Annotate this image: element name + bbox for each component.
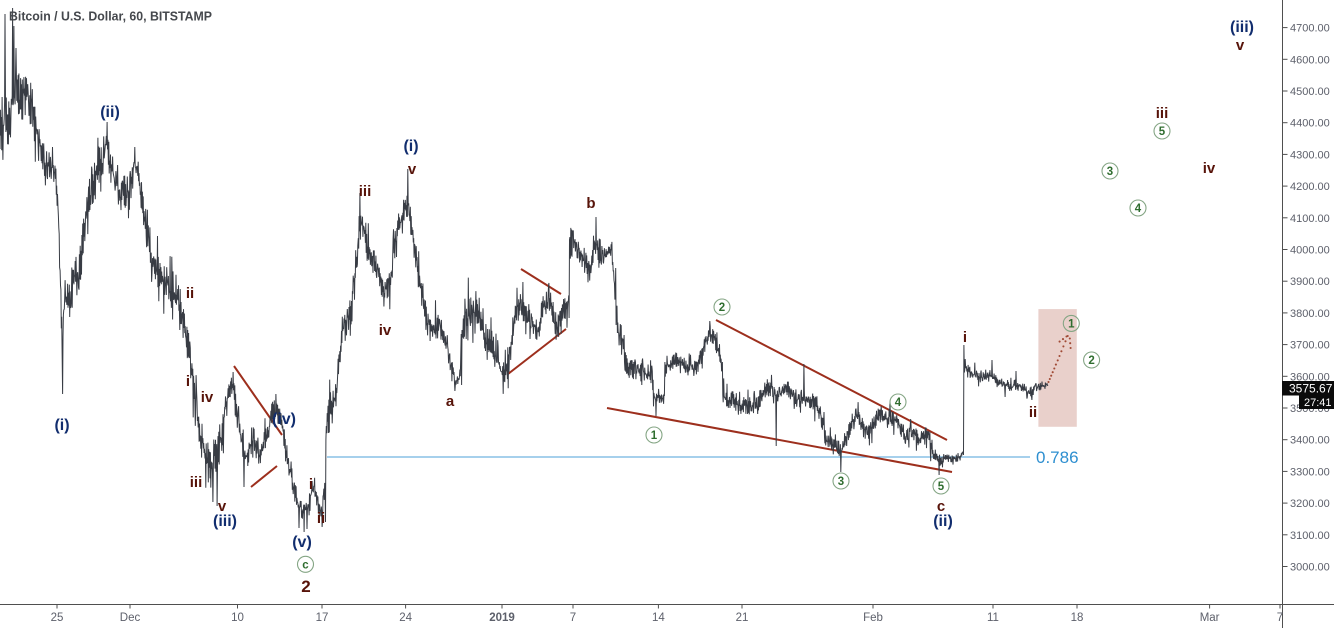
svg-text:ii: ii [317, 510, 325, 527]
svg-text:27:41: 27:41 [1304, 397, 1332, 409]
svg-text:v: v [408, 161, 417, 178]
svg-text:ii: ii [1029, 404, 1037, 421]
svg-text:14: 14 [652, 612, 665, 624]
svg-text:(iv): (iv) [272, 411, 296, 428]
svg-text:Bitcoin / U.S. Dollar, 60, BIT: Bitcoin / U.S. Dollar, 60, BITSTAMP [9, 9, 212, 24]
svg-text:4000.00: 4000.00 [1290, 245, 1330, 257]
svg-text:5: 5 [938, 481, 945, 493]
svg-text:2: 2 [301, 577, 310, 596]
svg-text:iv: iv [379, 322, 392, 339]
svg-text:3100.00: 3100.00 [1290, 530, 1330, 542]
svg-text:v: v [1236, 37, 1245, 54]
svg-text:i: i [963, 329, 967, 346]
svg-text:3575.67: 3575.67 [1289, 382, 1333, 396]
svg-text:3800.00: 3800.00 [1290, 308, 1330, 320]
svg-text:iii: iii [1156, 105, 1169, 122]
svg-text:3400.00: 3400.00 [1290, 435, 1330, 447]
svg-text:5: 5 [1159, 126, 1166, 138]
svg-text:Feb: Feb [863, 612, 883, 624]
svg-text:3: 3 [838, 476, 844, 488]
svg-text:21: 21 [736, 612, 749, 624]
svg-text:17: 17 [316, 612, 329, 624]
svg-text:v: v [218, 498, 227, 515]
svg-text:Mar: Mar [1200, 612, 1220, 624]
svg-text:1: 1 [1068, 318, 1075, 330]
svg-text:3200.00: 3200.00 [1290, 498, 1330, 510]
svg-text:(iii): (iii) [213, 513, 237, 530]
svg-text:a: a [446, 393, 455, 410]
svg-text:iii: iii [359, 183, 372, 200]
svg-text:25: 25 [51, 612, 64, 624]
svg-text:7: 7 [1277, 612, 1283, 624]
svg-text:(iii): (iii) [1230, 19, 1254, 36]
svg-text:iv: iv [1203, 160, 1216, 177]
svg-text:i: i [186, 373, 190, 390]
svg-text:3: 3 [1107, 166, 1113, 178]
svg-text:(v): (v) [292, 534, 312, 551]
svg-text:(ii): (ii) [100, 104, 120, 121]
svg-text:(i): (i) [403, 138, 418, 155]
svg-text:3600.00: 3600.00 [1290, 371, 1330, 383]
svg-text:b: b [586, 195, 595, 212]
svg-text:3300.00: 3300.00 [1290, 466, 1330, 478]
svg-text:3000.00: 3000.00 [1290, 562, 1330, 574]
svg-text:3700.00: 3700.00 [1290, 340, 1330, 352]
svg-text:c: c [937, 498, 945, 515]
svg-text:1: 1 [651, 430, 658, 442]
svg-text:iii: iii [190, 474, 203, 491]
svg-text:ii: ii [186, 285, 194, 302]
svg-text:24: 24 [399, 612, 412, 624]
svg-text:Dec: Dec [120, 612, 141, 624]
svg-text:(i): (i) [54, 417, 69, 434]
svg-text:4: 4 [895, 397, 902, 409]
svg-text:2: 2 [719, 302, 725, 314]
svg-text:4500.00: 4500.00 [1290, 86, 1330, 98]
svg-text:4600.00: 4600.00 [1290, 54, 1330, 66]
svg-text:4700.00: 4700.00 [1290, 23, 1330, 35]
svg-text:4: 4 [1135, 203, 1142, 215]
svg-text:iv: iv [201, 389, 214, 406]
svg-text:4300.00: 4300.00 [1290, 149, 1330, 161]
svg-text:10: 10 [231, 612, 244, 624]
svg-text:0.786: 0.786 [1036, 448, 1079, 467]
svg-text:7: 7 [570, 612, 576, 624]
svg-text:i: i [309, 476, 313, 493]
svg-text:(ii): (ii) [933, 513, 953, 530]
svg-text:2: 2 [1088, 355, 1094, 367]
svg-text:4200.00: 4200.00 [1290, 181, 1330, 193]
svg-text:4100.00: 4100.00 [1290, 213, 1330, 225]
svg-text:c: c [302, 559, 309, 571]
svg-text:18: 18 [1071, 612, 1084, 624]
svg-text:4400.00: 4400.00 [1290, 118, 1330, 130]
svg-text:11: 11 [987, 612, 999, 624]
svg-text:3900.00: 3900.00 [1290, 276, 1330, 288]
svg-text:2019: 2019 [489, 612, 515, 624]
